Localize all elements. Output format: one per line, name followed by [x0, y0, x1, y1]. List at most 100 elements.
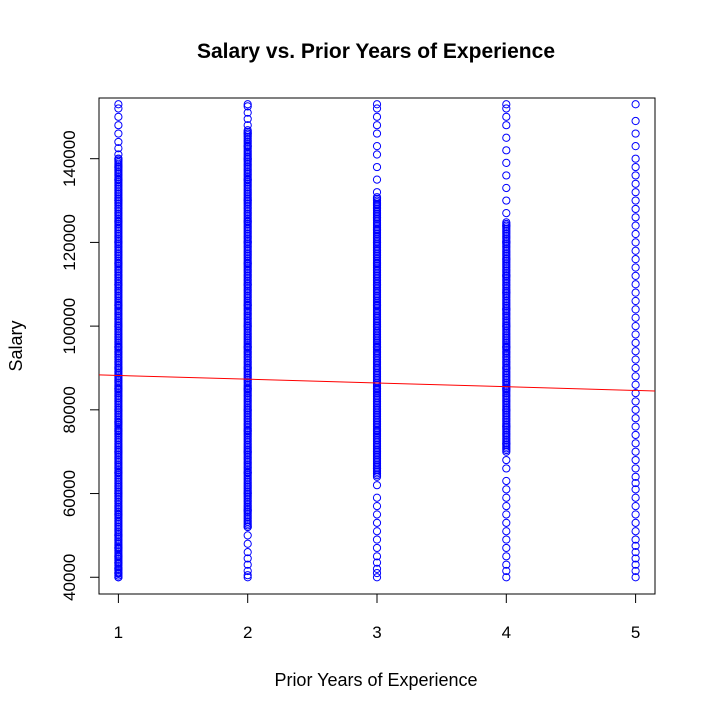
- data-point: [243, 571, 252, 580]
- data-point: [631, 541, 640, 550]
- data-point: [502, 209, 511, 218]
- data-point: [631, 171, 640, 180]
- y-tick-label: 100000: [60, 298, 79, 355]
- data-point: [372, 573, 382, 582]
- data-point: [372, 568, 382, 578]
- data-point: [372, 100, 382, 109]
- data-point: [631, 238, 640, 247]
- data-point: [502, 510, 511, 519]
- y-tick-label: 80000: [60, 386, 79, 433]
- data-point: [631, 347, 640, 356]
- data-point: [114, 121, 123, 130]
- data-point: [372, 481, 382, 490]
- y-tick-label: 120000: [60, 214, 79, 271]
- data-point: [502, 100, 511, 109]
- data-point: [114, 154, 123, 163]
- data-point: [502, 518, 511, 527]
- data-point: [502, 455, 511, 465]
- data-point: [631, 527, 640, 536]
- data-point: [631, 439, 640, 448]
- data-point: [631, 246, 640, 255]
- data-point: [243, 114, 252, 124]
- data-point: [631, 455, 640, 465]
- data-point: [631, 280, 640, 289]
- data-point: [502, 171, 511, 180]
- data-point: [243, 566, 252, 576]
- data-point: [372, 518, 382, 527]
- data-point: [372, 104, 382, 113]
- data-point: [631, 447, 640, 456]
- data-point: [631, 179, 640, 188]
- data-point: [372, 121, 382, 130]
- data-point: [631, 363, 640, 373]
- data-point: [243, 573, 252, 582]
- x-axis: 1 2 3 4 5: [114, 593, 640, 642]
- data-point: [372, 175, 382, 184]
- data-point: [631, 162, 640, 172]
- data-point: [372, 535, 382, 544]
- data-point: [631, 510, 640, 519]
- data-point: [631, 566, 640, 576]
- data-point: [631, 518, 640, 527]
- data-point: [631, 554, 640, 563]
- data-point: [372, 193, 382, 202]
- data-point: [631, 305, 640, 314]
- data-point: [502, 502, 511, 511]
- data-point: [114, 137, 123, 147]
- data-point: [243, 108, 252, 117]
- data-point: [631, 422, 640, 431]
- y-tick-label: 40000: [60, 554, 79, 601]
- data-point: [243, 126, 252, 135]
- data-point: [631, 100, 640, 109]
- data-point: [631, 142, 640, 151]
- data-point: [631, 560, 640, 569]
- data-point: [631, 478, 640, 488]
- data-point: [372, 493, 382, 502]
- data-point: [502, 493, 511, 502]
- data-point: [372, 188, 382, 197]
- data-point: [243, 531, 252, 540]
- data-point: [631, 288, 640, 297]
- regression-line: [98, 374, 656, 392]
- data-point: [502, 121, 511, 130]
- data-point: [631, 263, 640, 272]
- data-point: [114, 129, 123, 138]
- data-point: [372, 162, 382, 172]
- data-point: [372, 150, 382, 159]
- data-point: [114, 100, 123, 109]
- data-point: [631, 388, 640, 398]
- data-point: [372, 129, 382, 138]
- data-point: [243, 539, 252, 548]
- data-point: [631, 296, 640, 306]
- y-axis: 40000 60000 80000 100000 120000 140000: [60, 130, 100, 601]
- data-point: [631, 129, 640, 138]
- data-point: [631, 372, 640, 381]
- data-point: [243, 548, 252, 557]
- data-point: [372, 543, 382, 553]
- data-point: [502, 196, 511, 205]
- data-point: [502, 146, 511, 155]
- data-point: [372, 112, 382, 121]
- y-tick-label: 140000: [60, 130, 79, 187]
- x-tick-label: 2: [243, 623, 252, 642]
- data-point: [631, 221, 640, 230]
- data-point: [502, 104, 511, 113]
- data-point: [631, 255, 640, 264]
- data-point: [243, 102, 252, 111]
- data-point: [631, 188, 640, 197]
- data-point: [631, 405, 640, 414]
- data-point: [502, 566, 511, 576]
- data-point: [502, 560, 511, 569]
- data-point: [631, 196, 640, 205]
- data-point: [243, 100, 252, 109]
- data-point: [502, 573, 511, 582]
- data-points: [114, 100, 640, 582]
- data-point: [502, 464, 511, 473]
- x-axis-label: Prior Years of Experience: [274, 670, 477, 690]
- data-point: [243, 560, 252, 569]
- data-point: [631, 414, 640, 423]
- data-point: [502, 158, 511, 167]
- data-point: [243, 121, 252, 130]
- data-point: [631, 502, 640, 511]
